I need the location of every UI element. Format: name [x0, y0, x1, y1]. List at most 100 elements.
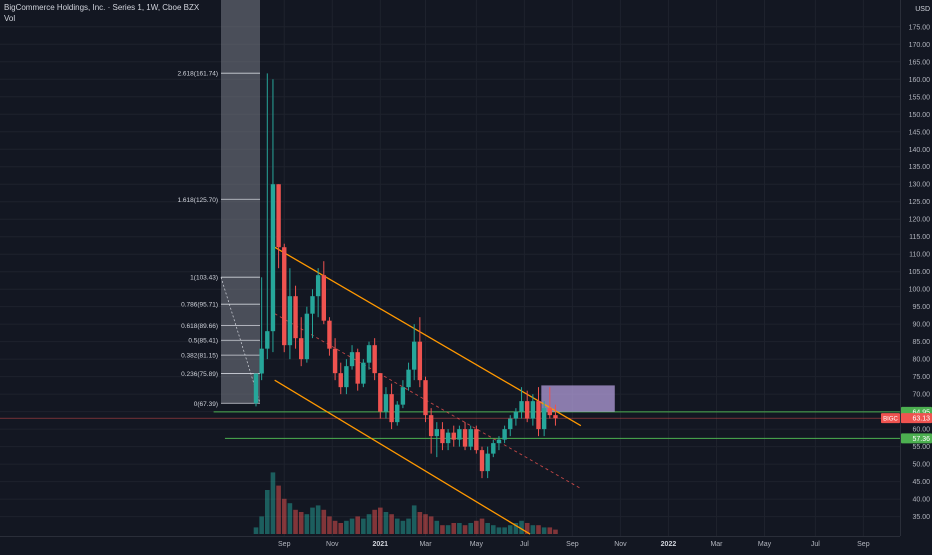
fib-level-label: 0(67.39) — [194, 401, 218, 408]
candle-body — [462, 429, 468, 447]
price-axis-separator — [900, 0, 901, 536]
time-axis-tick: Jul — [811, 541, 820, 548]
candle-body — [327, 320, 332, 349]
volume-bar — [513, 523, 519, 534]
candle-body — [332, 348, 338, 374]
volume-bar — [406, 518, 411, 534]
candle-body — [525, 401, 530, 419]
price-axis-tick: 175.00 — [909, 24, 931, 31]
candle-body — [479, 450, 485, 472]
price-axis-tick: 130.00 — [909, 182, 931, 189]
price-axis-tick: 160.00 — [909, 77, 931, 84]
candle-body — [293, 296, 298, 339]
time-axis-tick: Nov — [326, 541, 339, 548]
channel-upper-line — [274, 246, 582, 427]
fib-extension-zone — [221, 0, 260, 404]
last-price-badge — [901, 413, 932, 424]
volume-bar — [434, 520, 440, 534]
candle-body — [282, 247, 287, 346]
candle-body — [553, 415, 558, 419]
volume-bar — [383, 512, 389, 534]
volume-bar — [507, 525, 513, 534]
candle-body — [513, 411, 519, 419]
volume-bar — [411, 505, 417, 534]
candle-body — [536, 401, 541, 430]
price-axis-tick: 95.00 — [912, 304, 930, 311]
price-axis-tick: 140.00 — [909, 147, 931, 154]
volume-indicator-label[interactable]: Vol — [4, 14, 16, 23]
candle-body — [440, 429, 445, 444]
channel-lower-line — [274, 379, 531, 535]
volume-bar — [293, 509, 298, 534]
candle-body — [338, 373, 343, 388]
candle-body — [315, 275, 321, 297]
price-axis-tick: 75.00 — [912, 374, 930, 381]
volume-bar — [281, 498, 287, 534]
last-price-label: 63.13 — [912, 416, 930, 423]
volume-bar — [496, 527, 502, 534]
price-axis-tick: 55.00 — [912, 444, 930, 451]
candle-body — [299, 338, 304, 360]
symbol-badge — [881, 413, 900, 424]
time-axis-tick: 2021 — [373, 541, 389, 548]
price-axis-tick: 35.00 — [912, 514, 930, 521]
candle-body — [276, 184, 281, 248]
candle-body — [502, 429, 507, 440]
candle-body — [496, 439, 502, 444]
candle-body — [530, 401, 536, 419]
candle-body — [428, 415, 434, 437]
price-axis-tick: 40.00 — [912, 497, 930, 504]
volume-bar — [276, 485, 281, 534]
volume-bar — [519, 520, 524, 534]
candle-body — [412, 341, 417, 370]
candle-body — [310, 296, 315, 314]
time-axis-tick: Nov — [614, 541, 627, 548]
candle-body — [389, 394, 394, 423]
volume-bar — [349, 518, 355, 534]
volume-bar — [417, 512, 423, 534]
volume-bar — [366, 514, 372, 534]
volume-bar — [253, 527, 259, 534]
price-axis-tick: 120.00 — [909, 217, 931, 224]
volume-bar — [530, 525, 536, 534]
support-price-badge — [901, 433, 932, 444]
candle-body — [400, 387, 406, 405]
volume-bar — [468, 523, 473, 534]
volume-bar — [451, 523, 457, 534]
volume-bar — [536, 525, 541, 534]
volume-bar — [474, 520, 479, 534]
target-zone-box — [541, 385, 615, 412]
symbol-badge-label: BIGC — [883, 417, 898, 423]
candle-body — [361, 362, 366, 384]
candle-body — [259, 348, 264, 374]
price-axis-tick: 110.00 — [909, 252, 930, 259]
price-axis-tick: 155.00 — [909, 94, 931, 101]
fib-level-label: 0.382(81.15) — [181, 353, 218, 360]
symbol-title: BigCommerce Holdings, Inc. · Series 1, 1… — [4, 3, 200, 12]
candle-body — [321, 275, 326, 321]
candle-body — [434, 429, 439, 437]
candle-body — [491, 443, 496, 454]
candle-body — [417, 341, 423, 381]
volume-bar — [547, 527, 553, 534]
volume-bar — [372, 509, 377, 534]
candle-body — [395, 404, 400, 423]
volume-bar — [355, 516, 360, 534]
time-axis-tick: 2022 — [661, 541, 677, 548]
time-axis-tick: May — [470, 541, 484, 548]
fib-level-label: 0.786(95.71) — [181, 302, 218, 309]
price-axis-tick: 105.00 — [909, 269, 931, 276]
volume-bar — [394, 518, 400, 534]
price-axis-tick: 150.00 — [909, 112, 931, 119]
channel-midline — [274, 313, 582, 490]
candle-body — [270, 184, 276, 332]
fib-level-label: 0.236(75.89) — [181, 371, 218, 378]
fib-level-label: 0.5(85.41) — [188, 338, 218, 345]
fib-level-label: 1.618(125.70) — [178, 197, 218, 204]
time-axis-tick: Sep — [566, 541, 579, 548]
candle-body — [344, 366, 349, 388]
price-axis-tick: 90.00 — [912, 322, 930, 329]
volume-bar — [310, 507, 315, 534]
